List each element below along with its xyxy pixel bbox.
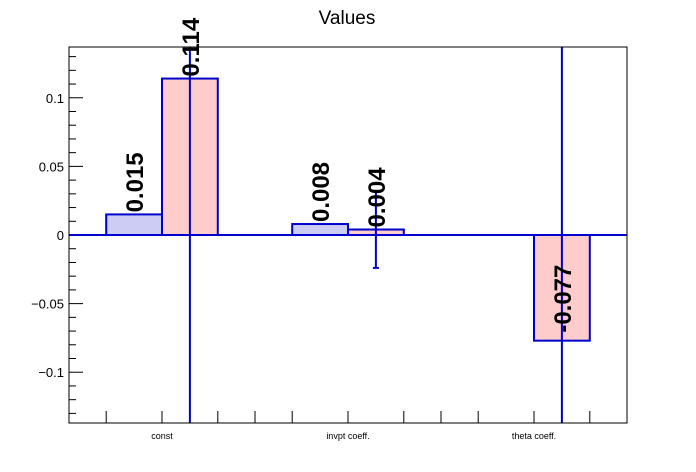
bar-blue: [291, 223, 350, 236]
bar-blue: [105, 213, 163, 237]
ticks-layer: −0.1 −0.05 0 0.05 0.1 const invpt coeff. theta …: [31, 56, 591, 441]
y-tick-label: 0.1: [46, 91, 64, 106]
y-tick-label: −0.1: [38, 365, 64, 380]
y-tick-label: −0.05: [31, 297, 64, 312]
chart-title: Values: [319, 8, 376, 29]
data-label: -0.077: [550, 265, 577, 333]
data-label: 0.015: [122, 152, 149, 212]
x-category-label: const: [151, 431, 173, 441]
x-category-label: invpt coeff.: [326, 431, 369, 441]
y-tick-label: 0.05: [39, 159, 64, 174]
data-label: 0.004: [364, 167, 391, 228]
data-label: 0.008: [308, 162, 335, 222]
plot-frame: [68, 46, 628, 424]
y-tick-label: 0: [57, 228, 64, 243]
x-category-label: theta coeff.: [512, 431, 556, 441]
